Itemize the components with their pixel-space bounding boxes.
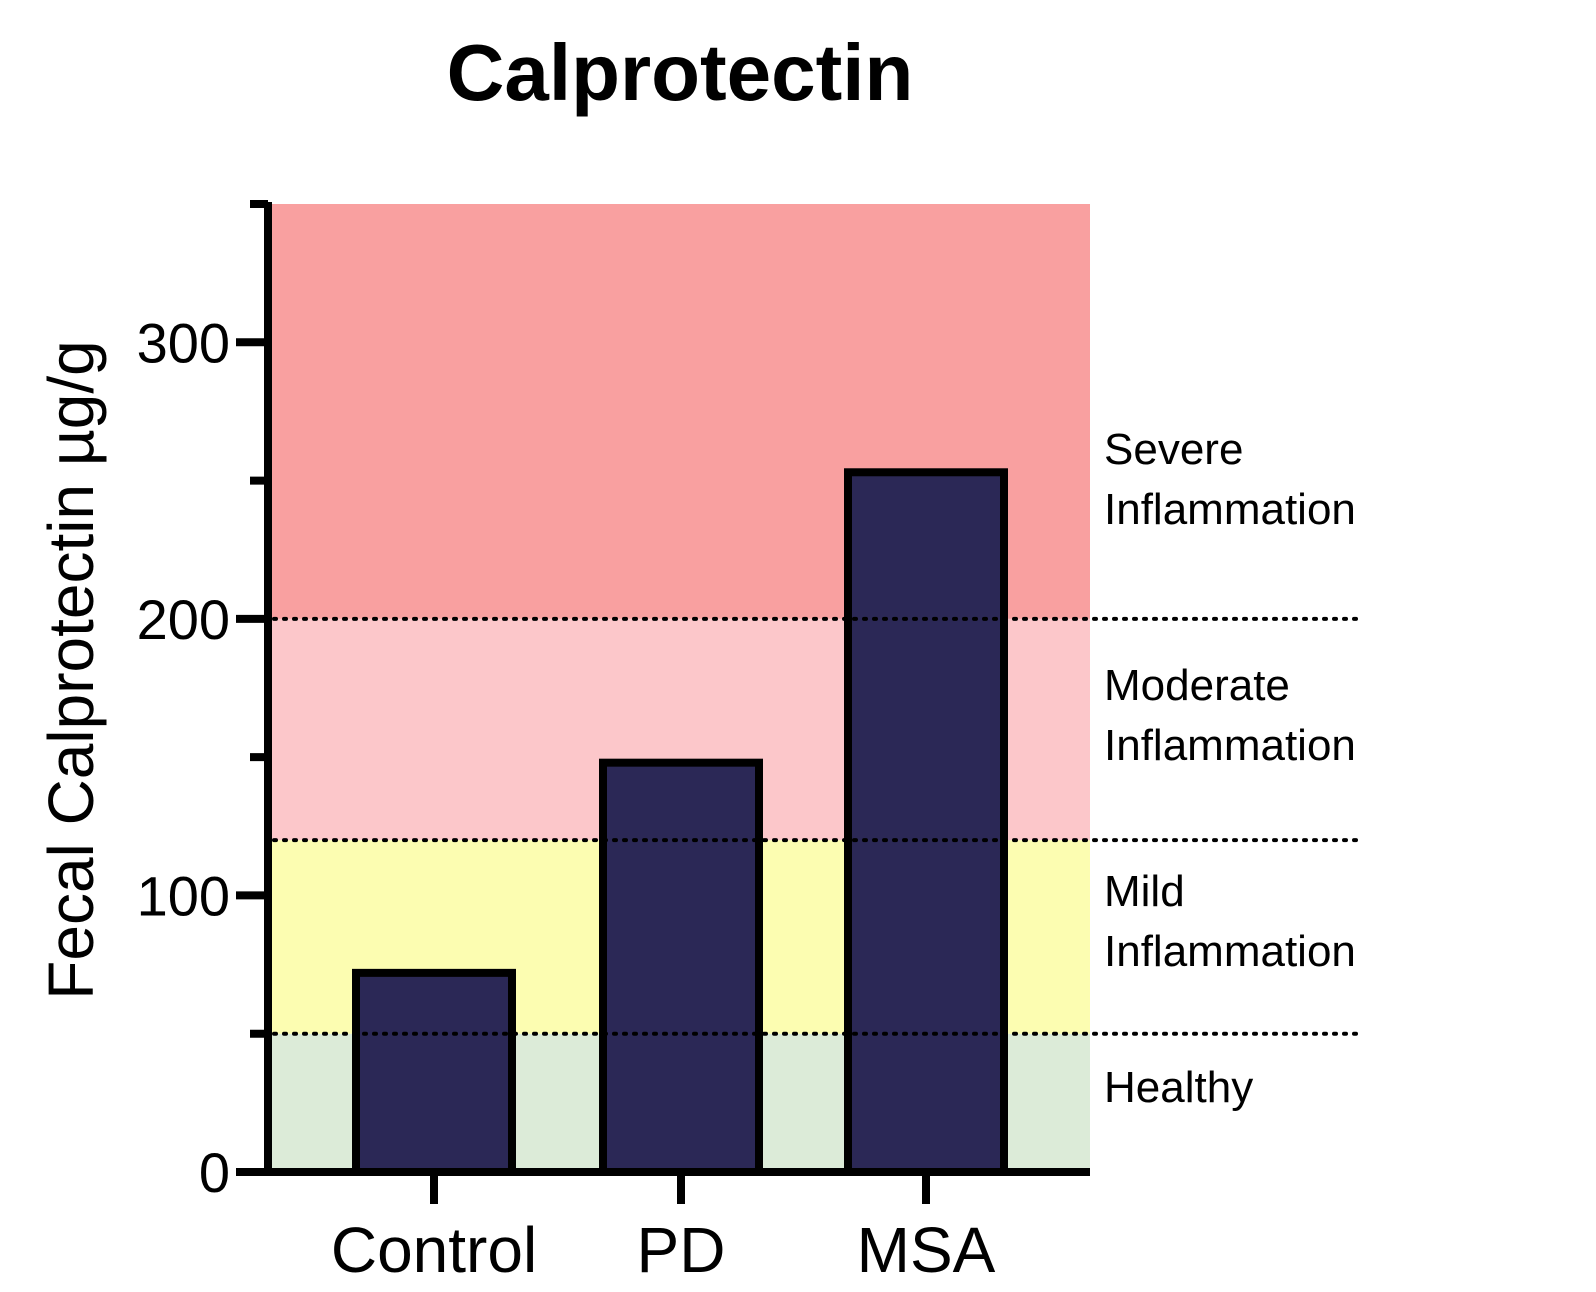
bars	[352, 468, 1008, 1177]
zone-label-healthy: Healthy	[1104, 1063, 1253, 1112]
bar-control	[352, 968, 516, 1177]
chart-title: Calprotectin	[447, 28, 914, 117]
y-tick-label: 200	[137, 588, 230, 651]
zone-label-severe: Severe	[1104, 425, 1243, 474]
y-tick-label: 0	[199, 1141, 230, 1204]
zone-label-severe: Inflammation	[1104, 485, 1356, 534]
y-axis-label: Fecal Calprotectin µg/g	[35, 340, 107, 999]
zone-label-moderate: Moderate	[1104, 661, 1290, 710]
x-tick-label-pd: PD	[637, 1214, 726, 1286]
x-tick-label-control: Control	[331, 1214, 537, 1286]
y-tick-label: 100	[137, 864, 230, 927]
bar-msa	[844, 468, 1008, 1176]
zone-label-mild: Mild	[1104, 867, 1185, 916]
labels: 0 100 200 300 Control PD MSA Healthy Mild Inflamm…	[137, 311, 1356, 1286]
axes	[236, 200, 1090, 1204]
y-tick-label: 300	[137, 311, 230, 374]
zone-label-moderate: Inflammation	[1104, 721, 1356, 770]
bar-pd	[599, 758, 763, 1176]
threshold-lines	[272, 616, 1360, 1036]
x-tick-label-msa: MSA	[857, 1214, 996, 1286]
zone-label-mild: Inflammation	[1104, 927, 1356, 976]
